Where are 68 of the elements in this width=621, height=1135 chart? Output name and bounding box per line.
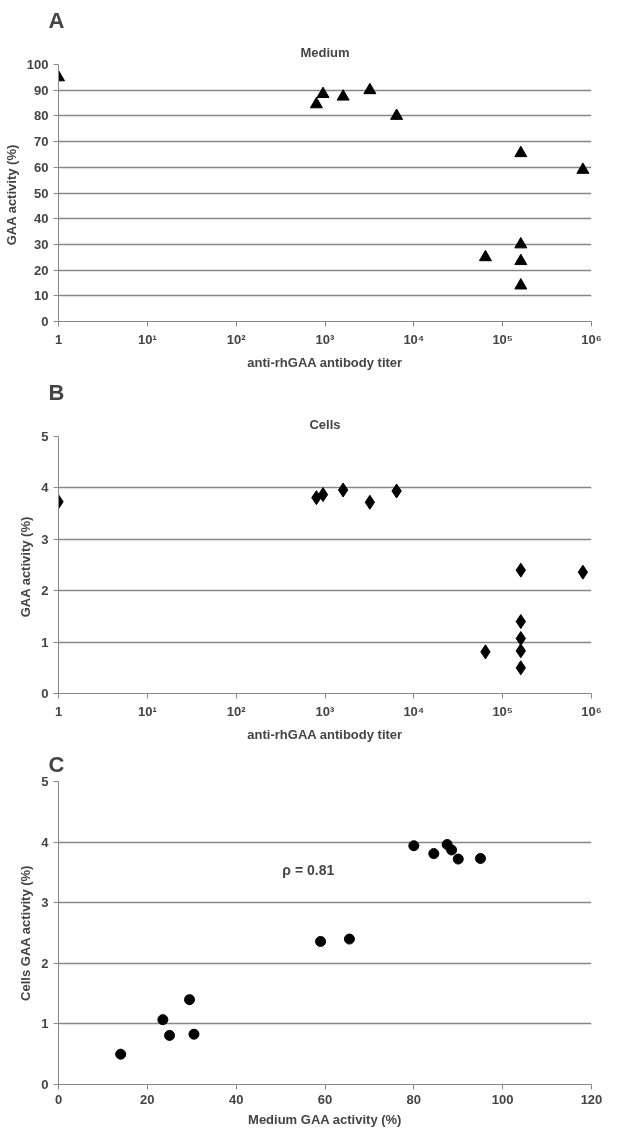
text: C [48,751,65,777]
y-tick-label: 5 [41,429,49,444]
y-tick-label: 80 [34,108,49,124]
point [428,848,440,860]
x-tick-label: 1 [54,331,63,347]
x-tick-label: 10² [226,703,247,719]
x-tick-label: 1 [54,703,63,719]
annotation: ρ = 0.81 [282,862,335,879]
point [452,853,464,865]
y-tick-label: 4 [41,834,50,850]
y-tick-label: 30 [34,236,49,252]
y-axis-title: GAA activity (%) [18,516,34,618]
x-tick-label: 40 [228,1091,244,1107]
point [441,839,453,851]
x-tick-label: 10³ [315,331,336,347]
x-axis-title: anti-rhGAA antibody titer [247,354,403,370]
point [408,840,420,852]
point [157,1014,169,1026]
x-axis-title: Medium GAA activity (%) [248,1111,402,1127]
y-tick-label: 4 [41,480,50,496]
x-tick-label: 10⁶ [581,331,602,347]
x-tick-label: 10⁶ [581,703,602,719]
y-axis-title: Cells GAA activity (%) [18,865,34,1001]
point [474,852,486,864]
y-tick-label: 40 [34,211,49,227]
x-axis-title: anti-rhGAA antibody titer [247,726,403,742]
y-tick-label: 50 [34,185,49,201]
x-tick-label: 120 [580,1091,603,1107]
y-tick-label: 5 [41,774,49,789]
chart-title: Cells [309,416,341,432]
y-tick-label: 90 [34,82,49,98]
point [188,1028,200,1040]
y-tick-label: 100 [26,57,49,72]
text: B [48,379,65,405]
x-tick-label: 0 [54,1091,63,1107]
y-tick-label: 3 [41,531,49,547]
y-tick-label: 0 [41,314,49,329]
y-tick-label: 3 [41,895,49,911]
text: A [48,7,65,33]
y-tick-label: 0 [41,1077,49,1092]
y-tick-label: 2 [41,955,49,971]
point [315,935,327,947]
x-tick-label: 10¹ [137,331,157,347]
x-tick-label: 80 [406,1091,422,1107]
x-tick-label: 10⁴ [403,703,425,719]
point [164,1029,176,1041]
y-tick-label: 10 [34,288,49,304]
x-tick-label: 60 [317,1091,333,1107]
y-axis-title: GAA activity (%) [3,144,19,246]
x-tick-label: 10⁴ [403,331,425,347]
x-tick-label: 100 [491,1091,514,1107]
x-tick-label: 10⁵ [492,703,513,719]
chart-title: Medium [300,44,350,60]
x-tick-label: 10¹ [137,703,157,719]
y-tick-label: 20 [34,262,49,278]
y-tick-label: 60 [34,159,49,175]
y-tick-label: 70 [34,134,49,150]
x-tick-label: 10³ [315,703,336,719]
y-tick-label: 1 [41,634,49,650]
y-tick-label: 2 [41,583,49,599]
point [184,994,196,1006]
x-tick-label: 10⁵ [492,331,513,347]
point [343,933,355,945]
y-tick-label: 1 [41,1016,49,1032]
y-tick-label: 0 [41,686,49,701]
x-tick-label: 10² [226,331,247,347]
x-tick-label: 20 [140,1091,155,1107]
point [115,1048,127,1060]
